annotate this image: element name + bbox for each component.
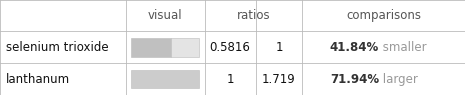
- Text: 0.5816: 0.5816: [210, 41, 251, 54]
- Bar: [131, 38, 171, 57]
- Bar: [131, 70, 199, 88]
- Text: 1: 1: [226, 73, 234, 86]
- Text: 71.94%: 71.94%: [330, 73, 379, 86]
- Bar: [171, 38, 199, 57]
- Text: 41.84%: 41.84%: [330, 41, 379, 54]
- Text: selenium trioxide: selenium trioxide: [6, 41, 108, 54]
- Text: ratios: ratios: [237, 9, 270, 22]
- Text: larger: larger: [379, 73, 418, 86]
- Text: lanthanum: lanthanum: [6, 73, 70, 86]
- Text: comparisons: comparisons: [346, 9, 421, 22]
- Text: 1.719: 1.719: [262, 73, 296, 86]
- Text: visual: visual: [148, 9, 182, 22]
- Text: smaller: smaller: [379, 41, 426, 54]
- Text: 1: 1: [275, 41, 283, 54]
